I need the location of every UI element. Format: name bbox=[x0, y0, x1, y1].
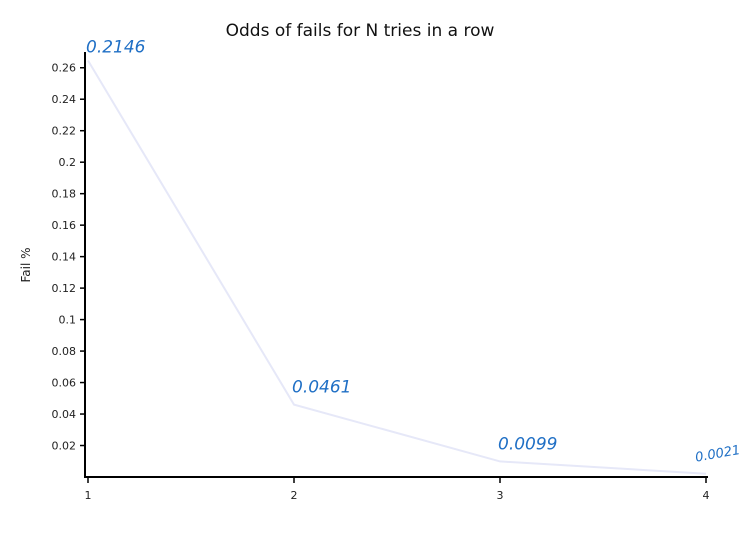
y-tick-label: 0.22 bbox=[52, 125, 77, 138]
data-value-annotation: 0.0021 bbox=[694, 443, 741, 466]
y-axis-title: Fail % bbox=[19, 247, 33, 282]
y-tick-label: 0.16 bbox=[52, 219, 77, 232]
y-tick-label: 0.24 bbox=[52, 93, 77, 106]
x-tick-label: 4 bbox=[703, 489, 710, 502]
data-value-annotation: 0.0099 bbox=[498, 434, 557, 454]
y-tick-label: 0.04 bbox=[52, 408, 77, 421]
y-tick-label: 0.12 bbox=[52, 282, 77, 295]
series-layer bbox=[87, 59, 707, 475]
annotations: 0.2146 0.0461 0.0099 0.0021 bbox=[86, 38, 742, 466]
y-tick-label: 0.14 bbox=[52, 251, 77, 264]
data-value-annotation: 0.2146 bbox=[86, 38, 146, 58]
axes bbox=[84, 52, 708, 478]
y-tick-label: 0.26 bbox=[52, 62, 77, 75]
x-tick-label: 3 bbox=[497, 489, 504, 502]
x-tick-label: 2 bbox=[291, 489, 298, 502]
y-tick-label: 0.18 bbox=[52, 188, 77, 201]
y-tick-label: 0.02 bbox=[52, 440, 77, 453]
data-value-annotation: 0.0461 bbox=[292, 378, 351, 398]
x-ticks: 1 2 3 4 bbox=[85, 477, 710, 502]
y-tick-label: 0.06 bbox=[52, 377, 77, 390]
series-line bbox=[87, 59, 707, 475]
y-tick-label: 0.08 bbox=[52, 345, 77, 358]
x-tick-label: 1 bbox=[85, 489, 92, 502]
y-ticks: 0.02 0.04 0.06 0.08 0.1 0.12 0.14 0.16 0.18 0.2 0.… bbox=[52, 62, 85, 453]
chart-title: Odds of fails for N tries in a row bbox=[226, 21, 495, 41]
y-tick-label: 0.2 bbox=[59, 156, 77, 169]
y-tick-label: 0.1 bbox=[59, 314, 77, 327]
